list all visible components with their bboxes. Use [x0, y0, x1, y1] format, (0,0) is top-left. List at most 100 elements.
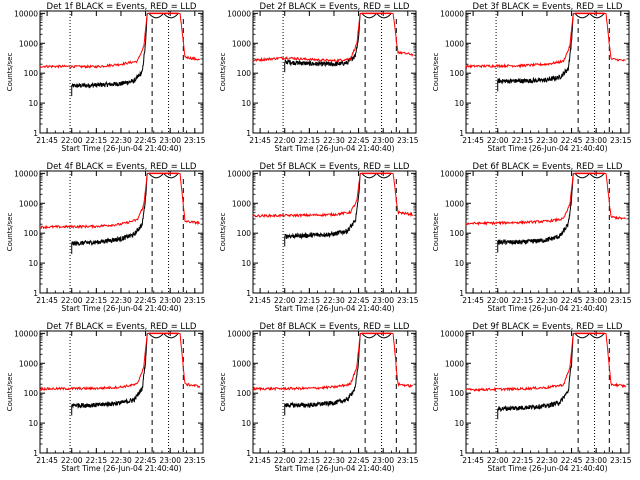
lld-series-line: [465, 172, 626, 227]
panel-title: Det 2f BLACK = Events, RED = LLD: [260, 2, 410, 12]
x-tick-label: 22:30: [323, 456, 345, 465]
x-tick-label: 22:45: [348, 456, 370, 465]
x-tick-label: 21:45: [462, 136, 484, 145]
plot-frame: [39, 170, 204, 294]
y-tick-label: 10: [454, 419, 464, 428]
x-tick-label: 23:00: [372, 456, 394, 465]
detector-panel-6: Det 6f BLACK = Events, RED = LLD 1 10 100 10…: [432, 162, 632, 313]
plot-frame: [465, 170, 630, 294]
y-tick-label: 1000: [445, 359, 464, 368]
x-axis-label: Start Time (26-Jun-04 21:40:40): [275, 304, 395, 313]
lld-series-line: [39, 172, 200, 230]
x-tick-label: 21:45: [249, 136, 271, 145]
x-tick-label: 22:15: [299, 296, 321, 305]
x-axis-label: Start Time (26-Jun-04 21:40:40): [275, 144, 395, 153]
x-tick-label: 22:30: [536, 456, 558, 465]
events-series-line: [71, 333, 148, 409]
y-tick-label: 1: [246, 289, 251, 298]
y-tick-label: 10000: [440, 9, 464, 18]
x-tick-label: 22:45: [135, 456, 157, 465]
x-tick-label: 22:00: [61, 296, 83, 305]
x-tick-label: 22:00: [61, 456, 83, 465]
y-tick-label: 1: [33, 289, 38, 298]
x-tick-label: 22:30: [110, 456, 132, 465]
y-tick-label: 100: [24, 229, 39, 238]
x-axis-label: Start Time (26-Jun-04 21:40:40): [62, 304, 182, 313]
y-axis-label: Counts/sec: [432, 373, 440, 412]
lld-series-line: [465, 12, 626, 70]
x-tick-label: 22:00: [274, 136, 296, 145]
x-tick-label: 22:15: [299, 136, 321, 145]
events-series-line: [71, 13, 148, 89]
y-tick-label: 1: [459, 449, 464, 458]
y-tick-label: 1000: [19, 39, 38, 48]
y-tick-label: 10000: [227, 169, 251, 178]
x-tick-label: 22:45: [135, 296, 157, 305]
y-tick-label: 10000: [440, 169, 464, 178]
x-tick-label: 22:15: [86, 136, 108, 145]
y-tick-label: 1000: [19, 199, 38, 208]
lld-series-line: [465, 332, 627, 392]
panel-title: Det 6f BLACK = Events, RED = LLD: [473, 162, 623, 172]
x-tick-label: 23:00: [585, 456, 607, 465]
events-series-line: [71, 173, 148, 246]
lld-series-line: [39, 332, 201, 392]
x-tick-label: 22:30: [536, 296, 558, 305]
panel-title: Det 5f BLACK = Events, RED = LLD: [260, 162, 410, 172]
y-tick-label: 100: [237, 69, 252, 78]
y-axis-label: Counts/sec: [6, 53, 14, 92]
x-tick-label: 22:15: [86, 296, 108, 305]
x-axis-label: Start Time (26-Jun-04 21:40:40): [62, 144, 182, 153]
panel-title: Det 1f BLACK = Events, RED = LLD: [47, 2, 197, 12]
x-tick-label: 23:15: [610, 296, 632, 305]
y-tick-label: 100: [450, 69, 465, 78]
x-axis-label: Start Time (26-Jun-04 21:40:40): [488, 144, 608, 153]
x-tick-label: 23:15: [610, 136, 632, 145]
y-tick-label: 10: [28, 259, 38, 268]
panel-title: Det 3f BLACK = Events, RED = LLD: [473, 2, 623, 12]
y-tick-label: 100: [450, 389, 465, 398]
x-tick-label: 23:00: [159, 456, 181, 465]
x-tick-label: 22:30: [323, 296, 345, 305]
x-axis-label: Start Time (26-Jun-04 21:40:40): [275, 464, 395, 473]
y-tick-label: 1: [33, 449, 38, 458]
detector-panel-4: Det 4f BLACK = Events, RED = LLD 1 10 100 10…: [6, 162, 206, 313]
y-tick-label: 10: [454, 99, 464, 108]
plot-frame: [465, 10, 630, 134]
detector-panel-8: Det 8f BLACK = Events, RED = LLD 1 10 100 10…: [219, 322, 419, 473]
x-tick-label: 23:00: [372, 296, 394, 305]
x-tick-label: 23:15: [397, 136, 419, 145]
y-tick-label: 10: [241, 259, 251, 268]
events-series-line: [284, 333, 361, 409]
x-tick-label: 21:45: [462, 296, 484, 305]
panel-title: Det 7f BLACK = Events, RED = LLD: [47, 322, 197, 332]
detector-panel-2: Det 2f BLACK = Events, RED = LLD 1 10 100 10…: [219, 2, 419, 153]
y-axis-label: Counts/sec: [219, 53, 227, 92]
x-tick-label: 23:00: [372, 136, 394, 145]
y-tick-label: 100: [24, 69, 39, 78]
y-tick-label: 1000: [232, 199, 251, 208]
x-tick-label: 22:00: [274, 296, 296, 305]
y-axis-label: Counts/sec: [6, 373, 14, 412]
x-tick-label: 22:15: [86, 456, 108, 465]
x-tick-label: 22:15: [512, 296, 534, 305]
y-tick-label: 1000: [232, 39, 251, 48]
x-tick-label: 23:15: [397, 456, 419, 465]
plot-frame: [252, 10, 417, 134]
y-tick-label: 100: [450, 229, 465, 238]
x-tick-label: 22:15: [299, 456, 321, 465]
x-tick-label: 22:00: [487, 456, 509, 465]
panel-title: Det 8f BLACK = Events, RED = LLD: [260, 322, 410, 332]
detector-panel-1: Det 1f BLACK = Events, RED = LLD 1 10 100 10…: [6, 2, 206, 153]
y-axis-label: Counts/sec: [432, 53, 440, 92]
events-series-line: [497, 333, 574, 413]
x-tick-label: 23:15: [184, 456, 206, 465]
x-tick-label: 23:00: [585, 296, 607, 305]
x-tick-label: 21:45: [36, 136, 58, 145]
x-tick-label: 22:45: [348, 136, 370, 145]
x-tick-label: 22:45: [561, 456, 583, 465]
y-tick-label: 1000: [19, 359, 38, 368]
y-tick-label: 10: [241, 419, 251, 428]
x-tick-label: 22:00: [487, 296, 509, 305]
y-axis-label: Counts/sec: [219, 373, 227, 412]
